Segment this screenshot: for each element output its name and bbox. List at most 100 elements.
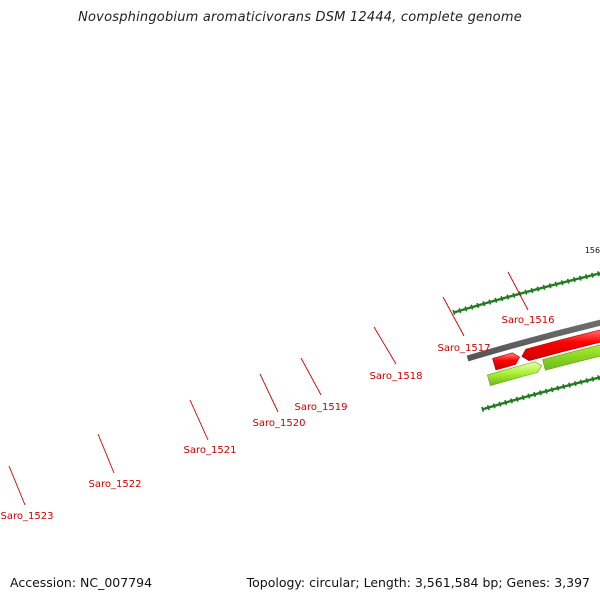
outer-tick [497, 298, 500, 302]
inner-tick [549, 388, 552, 392]
gene-label-leader [97, 433, 115, 474]
inner-tick [486, 406, 489, 410]
outer-tick [452, 309, 456, 316]
inner-tick [496, 403, 499, 407]
outer-tick [499, 297, 502, 301]
outer-tick [508, 295, 511, 299]
outer-tick [568, 279, 571, 283]
inner-tick [506, 400, 509, 404]
outer-tick [502, 297, 505, 300]
gene-label-leader [507, 271, 529, 311]
gene-label[interactable]: Saro_1517 [438, 343, 491, 354]
inner-tick [561, 385, 564, 389]
outer-tick [491, 300, 494, 303]
gene-track [487, 317, 600, 386]
gene-label[interactable]: Saro_1516 [502, 315, 555, 326]
inner-tick [558, 386, 560, 390]
outer-tick [591, 272, 594, 278]
inner-tick [513, 398, 516, 402]
inner-tick [584, 379, 587, 383]
inner-tick [485, 406, 488, 410]
outer-tick [512, 292, 516, 298]
outer-tick [461, 308, 464, 312]
outer-tick [481, 302, 484, 306]
inner-tick [519, 396, 522, 400]
inner-tick [488, 405, 491, 409]
gene-label-leader [189, 399, 209, 441]
gene-label[interactable]: Saro_1522 [89, 479, 142, 490]
outer-tick [553, 283, 556, 286]
reverse-gene-arrow[interactable] [487, 361, 543, 386]
gene-label-leader [300, 357, 322, 396]
inner-tick [560, 385, 563, 389]
summary-text: Topology: circular; Length: 3,561,584 bp… [246, 575, 590, 590]
outer-tick [530, 287, 534, 294]
inner-tick [495, 403, 498, 407]
inner-tick [503, 401, 506, 405]
outer-tick [490, 300, 493, 304]
outer-tick [470, 304, 474, 310]
gene-label[interactable]: Saro_1518 [370, 371, 423, 382]
inner-tick [566, 384, 569, 388]
outer-tick [480, 303, 483, 306]
outer-tick [548, 283, 552, 289]
ruler-labels: 1567 kbp1566 kbp1565 kbp1564 kbp1563 kbp… [585, 246, 600, 255]
gene-label-leader [442, 296, 465, 337]
forward-gene-arrow[interactable] [492, 352, 520, 371]
outer-tick [547, 284, 550, 288]
outer-tick [472, 305, 475, 309]
inner-tick [562, 383, 566, 390]
inner-tick [534, 392, 537, 396]
outer-tick [478, 303, 481, 307]
inner-tick [563, 384, 566, 388]
inner-tick [521, 395, 525, 401]
inner-tick [550, 387, 554, 393]
outer-tick [462, 308, 465, 311]
gene-label[interactable]: Saro_1519 [295, 402, 348, 413]
outer-tick [463, 307, 466, 311]
outer-tick [578, 277, 581, 280]
outer-tick [464, 306, 468, 312]
inner-tick [582, 380, 585, 383]
outer-tick [474, 304, 477, 308]
inner-tick [547, 389, 550, 392]
outer-tick [514, 293, 517, 297]
inner-tick [592, 377, 595, 381]
outer-tick [554, 281, 558, 287]
outer-tick [454, 310, 457, 314]
outer-tick [493, 299, 496, 303]
outer-tick [534, 288, 537, 291]
outer-tick [550, 284, 553, 287]
backbone-track [466, 319, 600, 362]
outer-tick [516, 293, 519, 296]
outer-tick [542, 284, 546, 290]
outer-tick [535, 287, 538, 291]
outer-tick [469, 306, 472, 309]
forward-gene-arrow[interactable] [521, 327, 600, 362]
inner-tick [577, 381, 580, 385]
outer-tick [456, 310, 459, 313]
inner-tick [581, 380, 584, 384]
inner-tick [531, 393, 534, 397]
outer-tick [533, 288, 536, 292]
reverse-gene-arrow[interactable] [542, 317, 600, 371]
outer-tick [524, 289, 528, 295]
gene-label[interactable]: Saro_1521 [184, 445, 237, 456]
outer-tick [539, 286, 542, 290]
gene-label[interactable]: Saro_1523 [1, 511, 54, 522]
outer-tick [557, 282, 560, 285]
inner-tick [573, 382, 576, 386]
gene-label[interactable]: Saro_1520 [253, 418, 306, 429]
inner-tick [518, 397, 521, 400]
inner-tick [511, 399, 514, 402]
inner-tick [555, 387, 558, 390]
accession-text: Accession: NC_007794 [10, 575, 153, 590]
inner-tick [568, 382, 571, 388]
inner-tick [497, 403, 500, 406]
outer-tick [595, 273, 598, 276]
outer-tick [523, 291, 526, 294]
inner-tick [524, 395, 527, 399]
inner-tick [502, 401, 505, 405]
inner-tick [528, 394, 531, 398]
outer-tick [540, 286, 543, 290]
